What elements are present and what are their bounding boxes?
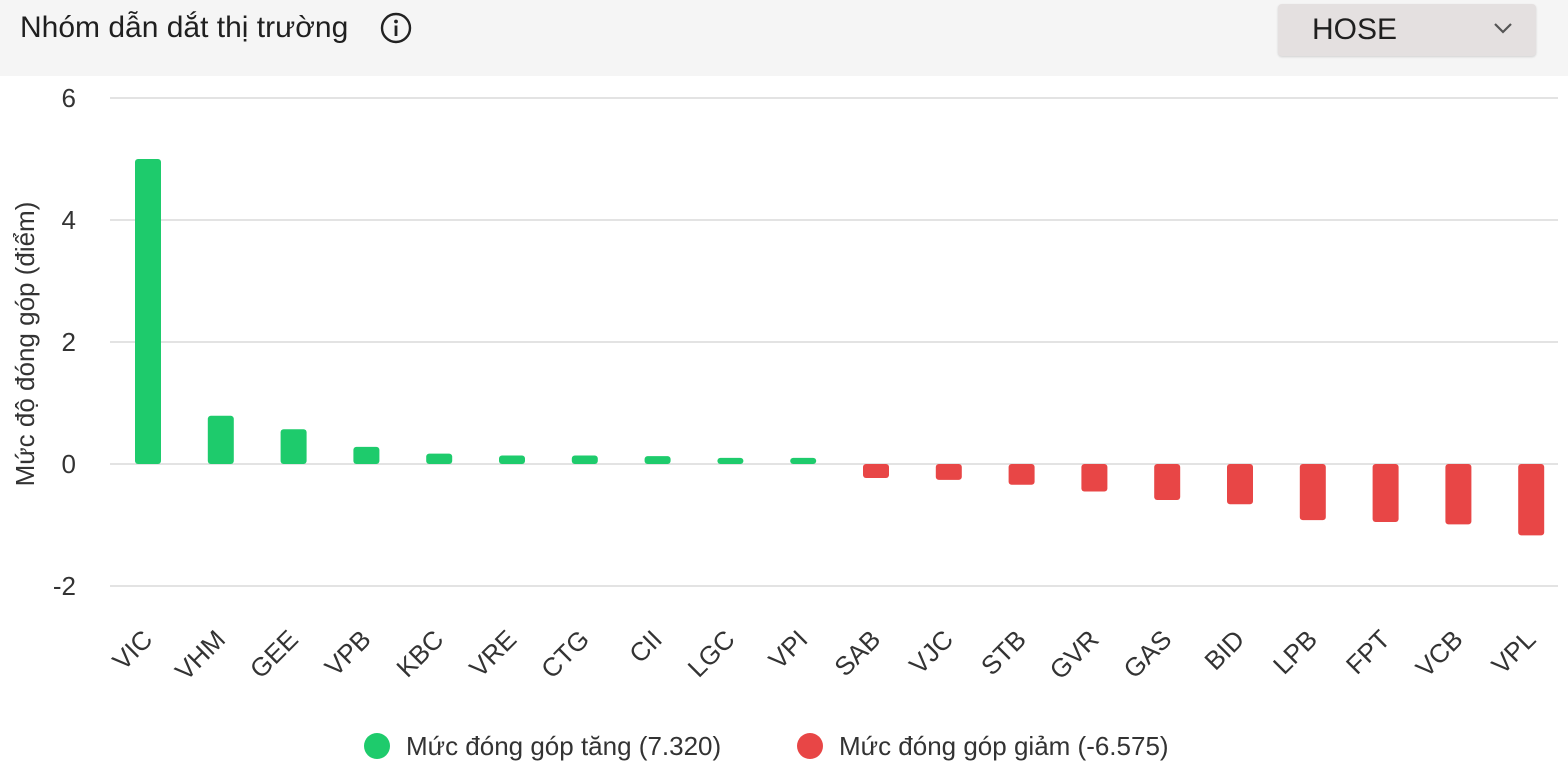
legend-swatch-positive [364,733,390,759]
bar-bid[interactable] [1227,464,1253,505]
chart-title: Nhóm dẫn dắt thị trường [20,11,349,44]
x-tick-label: STB [975,624,1032,681]
x-tick-label: VPB [319,624,377,682]
chevron-down-icon [1494,23,1512,34]
chart-legend: Mức đóng góp tăng (7.320) Mức đóng góp g… [0,726,1568,766]
bar-vhm[interactable] [207,415,234,464]
chart-header: Nhóm dẫn dắt thị trường HOSE [0,0,1568,76]
bar-stb[interactable] [1008,464,1035,485]
bar-kbc[interactable] [426,453,453,464]
x-tick-label: VHM [169,624,231,686]
bar-vcb[interactable] [1445,464,1472,525]
x-tick-label: VCB [1410,624,1469,683]
exchange-select[interactable]: HOSE [1278,4,1536,56]
bar-vjc[interactable] [935,464,962,480]
x-tick-label: VIC [106,624,158,676]
bar-lpb[interactable] [1299,464,1326,521]
legend-label-positive: Mức đóng góp tăng (7.320) [406,730,722,761]
legend-swatch-negative [797,733,823,759]
x-tick-label: VPI [763,624,814,675]
bar-vic[interactable] [135,159,161,464]
x-tick-label: FPT [1340,624,1396,680]
x-tick-label: GEE [244,624,304,684]
bar-vpb[interactable] [353,446,380,464]
legend-item-negative[interactable]: Mức đóng góp giảm (-6.575) [797,726,1169,766]
x-tick-label: LGC [682,624,741,683]
bar-gas[interactable] [1154,464,1181,500]
x-tick-label: SAB [828,624,886,682]
x-tick-label: GAS [1117,624,1177,684]
x-tick-label: CTG [535,624,595,684]
x-tick-label: VPL [1485,624,1541,680]
legend-item-positive[interactable]: Mức đóng góp tăng (7.320) [364,726,721,766]
bar-ctg[interactable] [571,455,598,464]
bar-lgc[interactable] [717,457,744,464]
x-tick-label: VRE [463,624,522,683]
y-tick-label: 0 [62,449,76,479]
y-tick-label: 4 [62,205,76,235]
legend-label-negative: Mức đóng góp giảm (-6.575) [839,730,1169,761]
bar-cii[interactable] [644,456,671,464]
exchange-select-value: HOSE [1312,13,1398,46]
x-tick-label: BID [1198,624,1250,676]
bar-vpi[interactable] [790,457,817,464]
y-axis-label: Mức độ đóng góp (điểm) [10,202,40,487]
x-tick-label: LPB [1267,624,1323,680]
y-tick-label: 2 [62,327,76,357]
y-tick-label: -2 [53,571,76,601]
x-tick-label: VJC [903,624,959,680]
bar-gee[interactable] [280,429,307,464]
x-tick-label: CII [623,624,668,669]
bar-fpt[interactable] [1372,464,1399,522]
bar-vre[interactable] [499,455,525,464]
y-tick-label: 6 [62,83,76,113]
bar-vpl[interactable] [1518,464,1545,536]
x-tick-label: KBC [390,624,449,683]
x-tick-label: GVR [1044,624,1105,685]
bar-gvr[interactable] [1081,464,1108,492]
bar-sab[interactable] [863,464,889,479]
info-circle-icon[interactable] [380,12,412,44]
bar-chart: 6 4 2 0 -2 Mức độ đóng góp (điểm) VIC VHM GEE VPB… [10,83,1558,686]
